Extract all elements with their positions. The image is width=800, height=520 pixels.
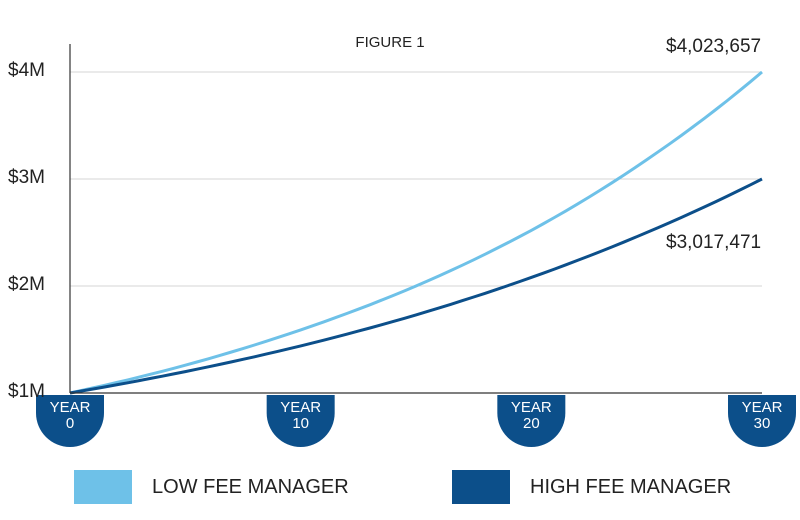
x-tick-label-line2: 10 (292, 415, 309, 432)
gridlines (70, 71, 762, 287)
series-line-1 (69, 177, 763, 395)
legend-swatch-high-fee (452, 470, 510, 504)
axes (69, 44, 762, 394)
high-fee-end-label: $3,017,471 (666, 232, 762, 253)
x-tick-badge-0 (36, 395, 104, 447)
x-tick-badges (36, 395, 796, 447)
legend-item-low-fee: LOW FEE MANAGER (74, 470, 349, 504)
low-fee-end-label: $4,023,657 (666, 36, 762, 57)
y-tick-label: $4M (8, 60, 45, 81)
x-tick-label-line1: YEAR (280, 399, 322, 416)
x-tick-badge-1 (266, 395, 335, 447)
chart-title: FIGURE 1 (355, 34, 425, 51)
series-lines (69, 70, 763, 395)
x-tick-label-line2: 0 (65, 415, 75, 432)
legend-swatch-low-fee (74, 470, 132, 504)
legend-label-high-fee: HIGH FEE MANAGER (530, 475, 732, 498)
x-tick-label-line2: 30 (753, 415, 771, 432)
x-tick-badge-2 (497, 395, 566, 447)
legend-item-high-fee: HIGH FEE MANAGER (452, 470, 731, 504)
legend-label-low-fee: LOW FEE MANAGER (152, 475, 349, 498)
x-tick-label: YEAR 20 (497, 400, 565, 432)
y-tick-label: $1M (8, 381, 45, 402)
y-tick-label: $2M (8, 274, 45, 295)
x-tick-label: YEAR 0 (36, 400, 104, 432)
y-tick-label: $3M (8, 167, 45, 188)
x-tick-label: YEAR 10 (267, 400, 335, 432)
x-tick-label: YEAR 30 (728, 400, 796, 432)
x-tick-label-line1: YEAR (510, 399, 552, 416)
x-tick-label-line1: YEAR (49, 399, 91, 416)
x-tick-label-line2: 20 (522, 415, 540, 432)
series-line-0 (69, 70, 763, 395)
x-tick-badge-3 (728, 395, 796, 447)
x-tick-label-line1: YEAR (741, 399, 783, 416)
